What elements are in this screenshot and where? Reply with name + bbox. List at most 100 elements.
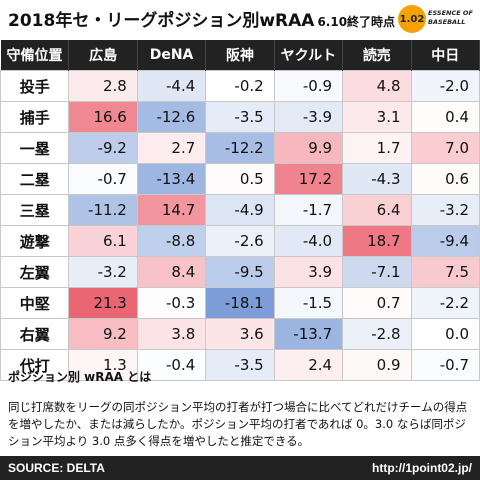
wraa-cell: 2.7 xyxy=(136,132,207,164)
position-label: 左翼 xyxy=(0,256,70,288)
wraa-cell: 3.6 xyxy=(205,318,275,350)
note-body: 同じ打席数をリーグの同ポジション平均の打者が打つ場合に比べてどれだけチームの得点… xyxy=(8,400,468,448)
table-row: 一塁 -9.2 2.7 -12.2 9.9 1.7 7.0 xyxy=(0,132,480,164)
wraa-cell: -13.7 xyxy=(273,318,344,350)
wraa-cell: 3.9 xyxy=(273,256,344,288)
table-row: 代打 1.3 -0.4 -3.5 2.4 0.9 -0.7 xyxy=(0,349,480,381)
explanation-note: ポジション別 wRAA とは 同じ打席数をリーグの同ポジション平均の打者が打つ場… xyxy=(8,368,474,450)
wraa-cell: 0.0 xyxy=(410,318,480,350)
wraa-cell: 2.8 xyxy=(68,70,138,102)
wraa-cell: 0.6 xyxy=(410,163,480,195)
wraa-cell: -2.8 xyxy=(342,318,412,350)
wraa-cell: -1.7 xyxy=(273,194,344,226)
wraa-cell: 9.9 xyxy=(273,132,344,164)
wraa-cell: -2.2 xyxy=(410,287,480,319)
table-row: 左翼 -3.2 8.4 -9.5 3.9 -7.1 7.5 xyxy=(0,256,480,288)
title-bar: 2018年セ・リーグポジション別wRAA 6.10終了時点 1.02 ESSENC… xyxy=(0,0,480,42)
wraa-cell: 14.7 xyxy=(136,194,207,226)
wraa-cell: 17.2 xyxy=(273,163,344,195)
note-heading: ポジション別 wRAA とは xyxy=(8,370,152,384)
position-label: 中堅 xyxy=(0,287,70,319)
wraa-cell: -4.3 xyxy=(342,163,412,195)
team-header: 広島 xyxy=(68,40,138,71)
wraa-cell: -0.9 xyxy=(273,70,344,102)
wraa-cell: 7.5 xyxy=(410,256,480,288)
wraa-cell: 7.0 xyxy=(410,132,480,164)
wraa-cell: -4.9 xyxy=(205,194,275,226)
wraa-cell: -4.0 xyxy=(273,225,344,257)
table-row: 遊撃 6.1 -8.8 -2.6 -4.0 18.7 -9.4 xyxy=(0,225,480,257)
site-url: http://1point02.jp/ xyxy=(372,461,472,475)
wraa-cell: -1.5 xyxy=(273,287,344,319)
wraa-cell: -3.5 xyxy=(205,101,275,133)
wraa-cell: -8.8 xyxy=(136,225,207,257)
wraa-cell: 0.4 xyxy=(410,101,480,133)
wraa-cell: -3.9 xyxy=(273,101,344,133)
wraa-cell: 1.3 xyxy=(68,349,138,381)
wraa-cell: -12.2 xyxy=(205,132,275,164)
position-label: 遊撃 xyxy=(0,225,70,257)
wraa-cell: -3.2 xyxy=(410,194,480,226)
source-label: SOURCE: DELTA xyxy=(8,461,105,475)
wraa-cell: 0.9 xyxy=(342,349,412,381)
table-row: 投手 2.8 -4.4 -0.2 -0.9 4.8 -2.0 xyxy=(0,70,480,102)
wraa-cell: -7.1 xyxy=(342,256,412,288)
wraa-cell: 4.8 xyxy=(342,70,412,102)
team-header: 阪神 xyxy=(205,40,275,71)
team-header: 中日 xyxy=(411,40,480,71)
wraa-cell: 2.4 xyxy=(273,349,344,381)
chart-title: 2018年セ・リーグポジション別wRAA 6.10終了時点 xyxy=(8,6,395,31)
wraa-cell: 18.7 xyxy=(342,225,412,257)
wraa-cell: -0.4 xyxy=(136,349,207,381)
position-label: 二塁 xyxy=(0,163,70,195)
wraa-cell: -11.2 xyxy=(68,194,138,226)
position-label: 一塁 xyxy=(0,132,70,164)
title-text: 2018年セ・リーグポジション別wRAA xyxy=(8,11,315,31)
wraa-cell: -9.2 xyxy=(68,132,138,164)
wraa-cell: 16.6 xyxy=(68,101,138,133)
table-row: 右翼 9.2 3.8 3.6 -13.7 -2.8 0.0 xyxy=(0,318,480,350)
wraa-table: 守備位置 広島 DeNA 阪神 ヤクルト 読売 中日 投手 2.8 -4.4 -0.2 -0.9 4.… xyxy=(0,40,480,381)
table-row: 二塁 -0.7 -13.4 0.5 17.2 -4.3 0.6 xyxy=(0,163,480,195)
wraa-cell: 8.4 xyxy=(136,256,207,288)
wraa-cell: -12.6 xyxy=(136,101,207,133)
wraa-cell: 6.1 xyxy=(68,225,138,257)
wraa-cell: -13.4 xyxy=(136,163,207,195)
wraa-cell: -2.6 xyxy=(205,225,275,257)
wraa-cell: 6.4 xyxy=(342,194,412,226)
header-row: 守備位置 広島 DeNA 阪神 ヤクルト 読売 中日 xyxy=(0,40,480,71)
wraa-cell: -0.2 xyxy=(205,70,275,102)
wraa-cell: -3.2 xyxy=(68,256,138,288)
brand-logo: 1.02 ESSENCE OF BASEBALL xyxy=(398,4,476,34)
table-row: 捕手 16.6 -12.6 -3.5 -3.9 3.1 0.4 xyxy=(0,101,480,133)
position-label: 右翼 xyxy=(0,318,70,350)
position-label: 代打 xyxy=(0,349,70,381)
table-body: 投手 2.8 -4.4 -0.2 -0.9 4.8 -2.0 捕手 16.6 -12.6 -3.5-… xyxy=(0,70,480,381)
wraa-cell: 3.1 xyxy=(342,101,412,133)
position-label: 三塁 xyxy=(0,194,70,226)
position-label: 捕手 xyxy=(0,101,70,133)
wraa-cell: 21.3 xyxy=(68,287,138,319)
team-header: 読売 xyxy=(342,40,412,71)
wraa-cell: -0.7 xyxy=(410,349,480,381)
table-row: 三塁 -11.2 14.7 -4.9 -1.7 6.4 -3.2 xyxy=(0,194,480,226)
wraa-cell: 0.5 xyxy=(205,163,275,195)
wraa-cell: 9.2 xyxy=(68,318,138,350)
title-suffix: 6.10終了時点 xyxy=(317,15,396,29)
wraa-cell: -18.1 xyxy=(205,287,275,319)
corner-header: 守備位置 xyxy=(0,40,70,71)
team-header: ヤクルト xyxy=(274,40,344,71)
wraa-cell: -2.0 xyxy=(410,70,480,102)
wraa-cell: 3.8 xyxy=(136,318,207,350)
table-row: 中堅 21.3 -0.3 -18.1 -1.5 0.7 -2.2 xyxy=(0,287,480,319)
wraa-cell: -4.4 xyxy=(136,70,207,102)
team-header: DeNA xyxy=(137,40,207,71)
logo-badge-icon: 1.02 xyxy=(398,5,426,33)
wraa-cell: -0.7 xyxy=(68,163,138,195)
wraa-cell: -9.4 xyxy=(410,225,480,257)
wraa-cell: 0.7 xyxy=(342,287,412,319)
wraa-cell: 1.7 xyxy=(342,132,412,164)
wraa-cell: -9.5 xyxy=(205,256,275,288)
footer-bar: SOURCE: DELTA http://1point02.jp/ xyxy=(0,456,480,480)
logo-text: ESSENCE OF BASEBALL xyxy=(428,9,473,26)
